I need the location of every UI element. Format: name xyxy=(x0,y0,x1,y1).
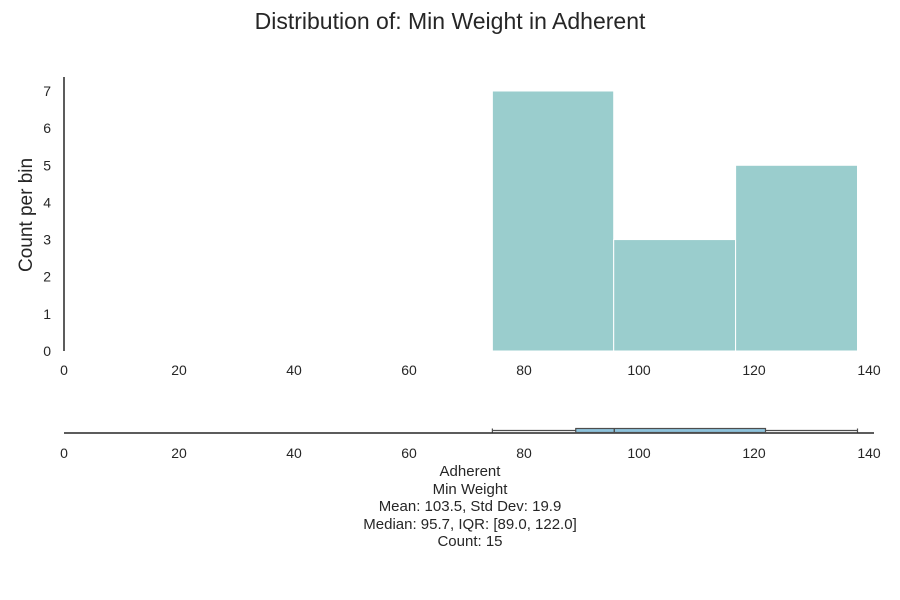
y-tick-label: 6 xyxy=(43,120,51,136)
stats-variable: Min Weight xyxy=(432,480,508,498)
stats-group: Adherent xyxy=(439,463,501,480)
boxplot-x-tick-label: 140 xyxy=(857,445,881,461)
histogram-x-tick-label: 0 xyxy=(60,362,68,378)
boxplot-x-tick-label: 80 xyxy=(516,445,532,461)
histogram-bar-0 xyxy=(491,90,615,352)
stats-mean: Mean: 103.5, Std Dev: 19.9 xyxy=(378,498,562,515)
y-tick-label: 7 xyxy=(43,83,51,99)
histogram-x-tick-label: 40 xyxy=(286,362,302,378)
boxplot-x-tick-label: 60 xyxy=(401,445,417,461)
boxplot-x-tick-label: 20 xyxy=(171,445,187,461)
y-tick-label: 3 xyxy=(43,232,51,248)
histogram-bars xyxy=(491,90,858,352)
histogram-x-ticks: 0 20 40 60 80 100 120 140 xyxy=(60,362,881,378)
boxplot-x-tick-label: 0 xyxy=(60,445,68,461)
boxplot-x-tick-label: 40 xyxy=(286,445,302,461)
histogram-x-tick-label: 140 xyxy=(857,362,881,378)
boxplot-x-tick-label: 120 xyxy=(742,445,766,461)
y-tick-label: 1 xyxy=(43,306,51,322)
stats-count: Count: 15 xyxy=(437,533,503,550)
y-tick-label: 5 xyxy=(43,157,51,173)
histogram-x-tick-label: 100 xyxy=(627,362,651,378)
histogram-bar-2 xyxy=(735,164,858,352)
y-tick-label: 4 xyxy=(43,194,51,210)
histogram-x-tick-label: 80 xyxy=(516,362,532,378)
histogram-bar-1 xyxy=(613,239,737,352)
chart-title: Distribution of: Min Weight in Adherent xyxy=(254,8,646,34)
histogram-x-tick-label: 120 xyxy=(742,362,766,378)
boxplot-x-ticks: 0 20 40 60 80 100 120 140 xyxy=(60,445,881,461)
y-tick-label: 0 xyxy=(43,343,51,359)
histogram-x-tick-label: 20 xyxy=(171,362,187,378)
histogram-y-ticks: 0 1 2 3 4 5 6 7 xyxy=(43,83,51,359)
summary-stats: Adherent Min Weight Mean: 103.5, Std Dev… xyxy=(270,463,670,551)
y-axis-label: Count per bin xyxy=(16,158,37,272)
stats-median: Median: 95.7, IQR: [89.0, 122.0] xyxy=(363,515,577,533)
boxplot-x-tick-label: 100 xyxy=(627,445,651,461)
y-tick-label: 2 xyxy=(43,269,51,285)
histogram-x-tick-label: 60 xyxy=(401,362,417,378)
boxplot xyxy=(491,427,859,434)
boxplot-box xyxy=(575,427,767,434)
